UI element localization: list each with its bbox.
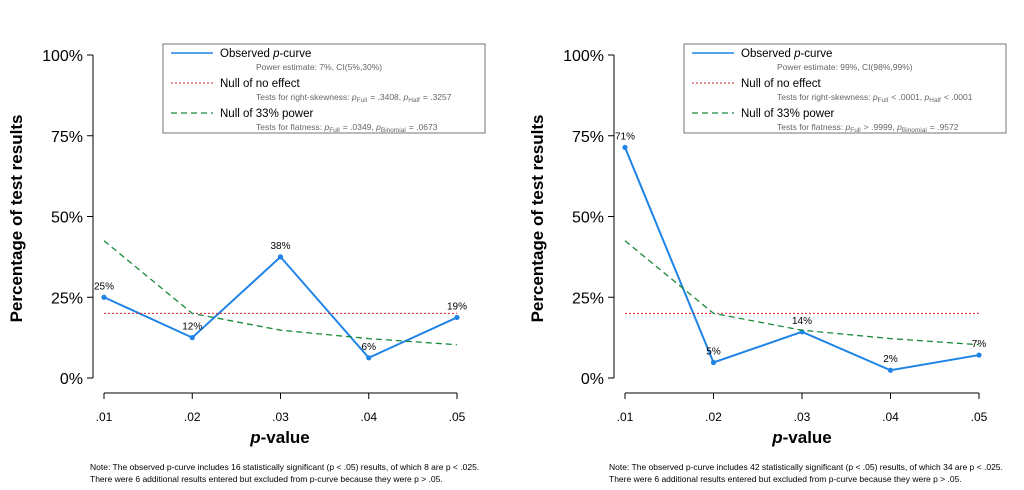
legend-sub-observed: Power estimate: 7%, CI(5%,30%) bbox=[256, 62, 382, 72]
x-tick-label: .02 bbox=[705, 410, 722, 424]
observed-data-label: 12% bbox=[182, 322, 202, 333]
legend-label-observed: Observed p-curve bbox=[741, 48, 832, 60]
note-right: Note: The observed p-curve includes 42 s… bbox=[609, 461, 1003, 485]
y-axis-title: Percentage of test results bbox=[7, 115, 26, 323]
y-tick-label: 25% bbox=[51, 290, 83, 307]
series-line-observed bbox=[624, 146, 980, 372]
legend-label-null-33: Null of 33% power bbox=[741, 108, 834, 120]
observed-data-label: 7% bbox=[972, 339, 987, 350]
chart-left: 0% 25% 50% 75% 100% .01 .02 .03 .04 .05 Percentage… bbox=[7, 43, 486, 447]
legend-sub-null-effect: Tests for right-skewness: pFull < .0001,… bbox=[777, 92, 973, 104]
legend-sub-observed: Power estimate: 99%, CI(98%,99%) bbox=[777, 62, 913, 72]
legend-label-null-33: Null of 33% power bbox=[220, 108, 313, 120]
y-tick-label: 25% bbox=[572, 290, 604, 307]
observed-data-label: 38% bbox=[270, 241, 290, 252]
observed-point bbox=[366, 355, 372, 361]
legend-sub-null-33: Tests for flatness: pFull > .9999, pBino… bbox=[777, 122, 959, 134]
note-right-line2: There were 6 additional results entered … bbox=[609, 474, 962, 484]
observed-point bbox=[976, 352, 982, 358]
x-tick-label: .01 bbox=[617, 410, 634, 424]
note-left: Note: The observed p-curve includes 16 s… bbox=[90, 461, 479, 485]
chart-right: 0% 25% 50% 75% 100% .01 .02 .03 .04 .05 Percentage… bbox=[528, 43, 1007, 447]
x-tick-label: .02 bbox=[184, 410, 201, 424]
series-line-null-33 bbox=[624, 240, 980, 346]
observed-point bbox=[101, 294, 107, 300]
y-axis-title: Percentage of test results bbox=[528, 115, 547, 323]
observed-data-label: 14% bbox=[792, 316, 812, 327]
series-line-null-33 bbox=[103, 240, 458, 346]
observed-data-label: 19% bbox=[447, 301, 467, 312]
x-tick-label: .04 bbox=[882, 410, 899, 424]
x-tick-label: .05 bbox=[971, 410, 988, 424]
observed-point bbox=[887, 367, 894, 373]
legend: Observed p-curve Power estimate: 99%, CI(… bbox=[683, 43, 1007, 134]
y-tick-label: 50% bbox=[51, 210, 83, 227]
note-left-line1: Note: The observed p-curve includes 16 s… bbox=[90, 462, 480, 472]
observed-point bbox=[189, 335, 195, 341]
legend-sub-null-33: Tests for flatness: pFull = .0349, pBino… bbox=[256, 122, 438, 134]
x-tick-label: .04 bbox=[360, 410, 377, 424]
y-tick-label: 0% bbox=[581, 371, 604, 388]
y-tick-label: 100% bbox=[563, 48, 604, 65]
legend: Observed p-curve Power estimate: 7%, CI(5… bbox=[162, 43, 486, 134]
x-tick-label: .03 bbox=[794, 410, 811, 424]
observed-data-label: 5% bbox=[706, 346, 721, 357]
x-axis-title: p-value bbox=[771, 428, 832, 447]
observed-point bbox=[622, 144, 628, 150]
x-axis-title: p-value bbox=[249, 428, 310, 447]
legend-box bbox=[162, 43, 486, 134]
note-left-line2: There were 6 additional results entered … bbox=[90, 474, 443, 484]
x-tick-label: .05 bbox=[449, 410, 466, 424]
legend-box bbox=[683, 43, 1007, 134]
observed-point bbox=[710, 359, 717, 366]
observed-point bbox=[277, 254, 284, 260]
y-tick-label: 75% bbox=[572, 129, 604, 146]
legend-label-observed: Observed p-curve bbox=[220, 48, 311, 60]
observed-data-label: 71% bbox=[615, 131, 635, 142]
y-tick-label: 0% bbox=[60, 371, 83, 388]
note-right-line1: Note: The observed p-curve includes 42 s… bbox=[609, 462, 1003, 472]
observed-data-label: 6% bbox=[362, 342, 377, 353]
x-tick-label: .01 bbox=[96, 410, 113, 424]
observed-data-label: 2% bbox=[883, 354, 898, 365]
series-line-observed bbox=[103, 255, 458, 360]
observed-point bbox=[454, 314, 460, 321]
y-tick-label: 75% bbox=[51, 129, 83, 146]
legend-label-null-effect: Null of no effect bbox=[220, 78, 301, 90]
legend-label-null-effect: Null of no effect bbox=[741, 78, 822, 90]
observed-data-label: 25% bbox=[94, 281, 114, 292]
legend-sub-null-effect: Tests for right-skewness: pFull = .3408,… bbox=[256, 92, 452, 104]
y-tick-label: 50% bbox=[572, 210, 604, 227]
y-tick-label: 100% bbox=[42, 48, 83, 65]
x-tick-label: .03 bbox=[272, 410, 289, 424]
